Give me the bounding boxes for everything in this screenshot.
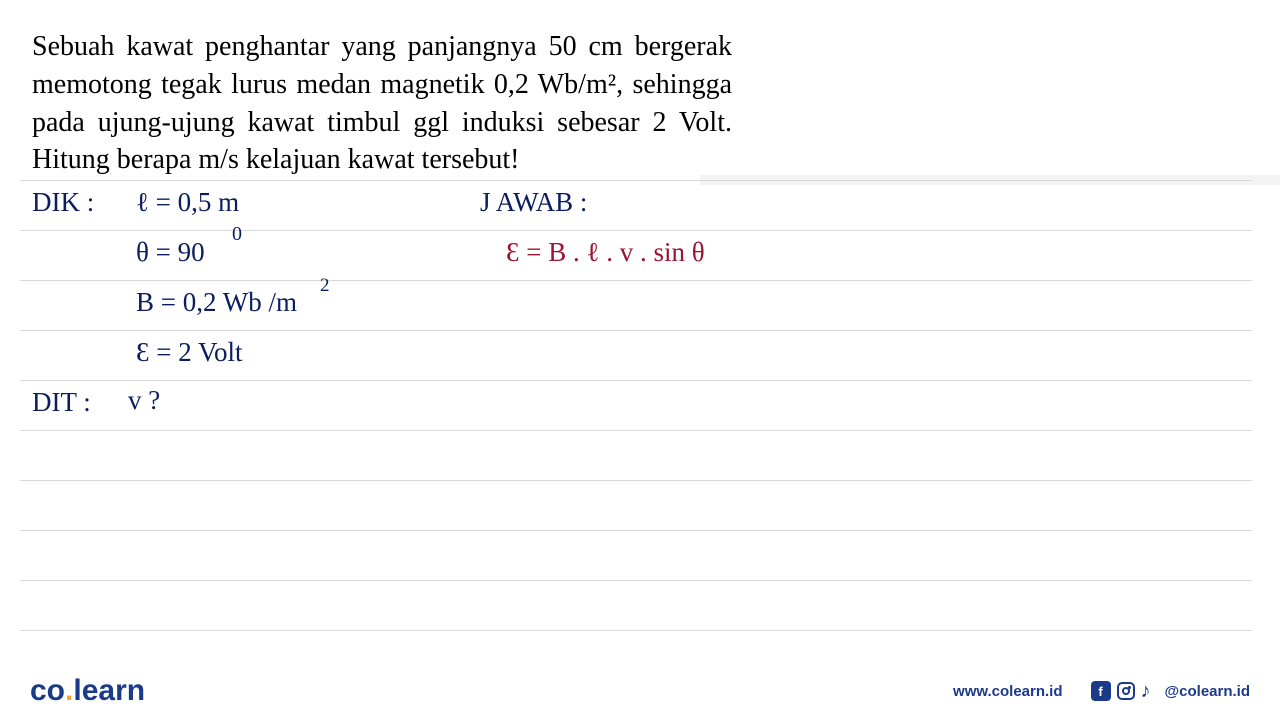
ruled-line [20,630,1252,631]
ruled-line [20,580,1252,581]
dik-label: DIK : [32,187,94,218]
ruled-line [20,430,1252,431]
ruled-line [20,330,1252,331]
ruled-line [20,530,1252,531]
question-text: Sebuah kawat penghantar yang panjangnya … [32,28,732,179]
logo-learn: learn [73,674,145,707]
worksheet-area: DIK : ℓ = 0,5 m θ = 90 0 B = 0,2 Wb /m 2… [0,175,1280,660]
given-l: ℓ = 0,5 m [136,187,239,218]
social-icons: f ♪ [1091,680,1151,703]
jawab-label: J AWAB : [480,187,587,218]
ruled-line [20,380,1252,381]
footer-url: www.colearn.id [953,683,1062,700]
instagram-icon [1117,682,1135,700]
ruled-line [20,280,1252,281]
footer-right: www.colearn.id f ♪ @colearn.id [953,680,1250,703]
brand-logo: co.learn [30,674,145,708]
logo-co: co [30,674,65,707]
given-theta: θ = 90 [136,237,205,268]
ruled-line [20,180,1252,181]
formula-text: Ɛ = B . ℓ . v . sin θ [506,237,705,268]
given-b: B = 0,2 Wb /m [136,287,297,318]
asked-v: v ? [128,385,160,416]
footer-bar: co.learn www.colearn.id f ♪ @colearn.id [0,662,1280,720]
social-handle: @colearn.id [1165,683,1250,700]
given-e: Ɛ = 2 Volt [136,337,243,368]
given-b-exp: 2 [320,275,330,297]
ruled-line [20,230,1252,231]
ruled-line [20,480,1252,481]
given-theta-exp: 0 [232,223,242,246]
tiktok-icon: ♪ [1141,680,1151,703]
dit-label: DIT : [32,387,91,418]
facebook-icon: f [1091,681,1111,701]
